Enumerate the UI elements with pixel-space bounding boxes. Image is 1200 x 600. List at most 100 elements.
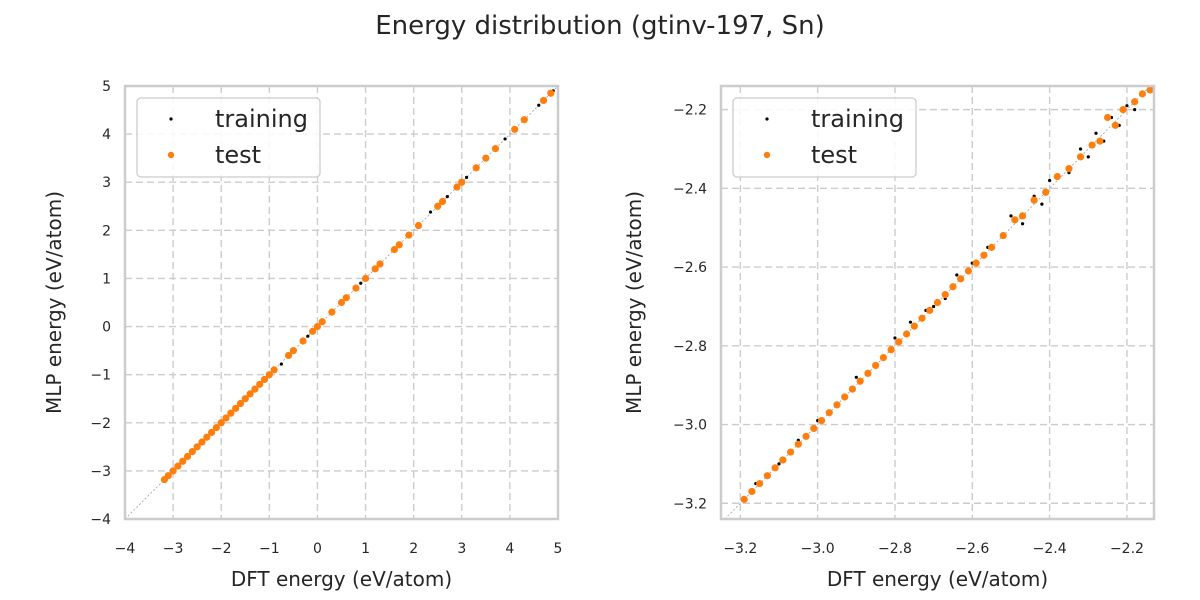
- y-tick-label: −2.4: [673, 181, 707, 197]
- test-point: [910, 322, 918, 330]
- test-point: [352, 284, 360, 292]
- training-point: [359, 281, 363, 285]
- test-point: [972, 259, 980, 267]
- test-point: [1131, 98, 1139, 106]
- x-tick-label: 2: [409, 541, 418, 557]
- test-point: [491, 144, 500, 153]
- training-point: [893, 336, 897, 340]
- test-point: [376, 260, 384, 268]
- test-point: [482, 154, 490, 162]
- test-point: [511, 125, 519, 133]
- test-point: [395, 241, 403, 249]
- test-point: [817, 416, 826, 425]
- x-tick-label: 0: [313, 541, 322, 557]
- test-point: [1104, 113, 1112, 122]
- training-point: [1020, 222, 1025, 226]
- y-tick-label: 3: [102, 175, 111, 191]
- test-point: [980, 251, 988, 259]
- x-tick-label: 5: [554, 541, 563, 557]
- test-point: [208, 428, 216, 436]
- x-tick-label: −2.8: [878, 541, 912, 557]
- test-point: [949, 283, 957, 291]
- test-point: [794, 440, 802, 448]
- test-point: [1030, 196, 1038, 204]
- points-layer: [740, 86, 1154, 503]
- test-point: [988, 243, 996, 251]
- x-tick-label: −2.6: [955, 541, 989, 557]
- y-axis-label: MLP energy (eV/atom): [42, 191, 66, 414]
- training-point: [464, 175, 469, 180]
- test-point: [918, 314, 926, 322]
- test-point: [342, 294, 350, 302]
- points-layer: [160, 89, 555, 484]
- test-point: [740, 495, 748, 503]
- test-point: [1011, 216, 1019, 224]
- y-tick-label: −1: [90, 368, 111, 384]
- test-point: [771, 464, 779, 472]
- training-point: [777, 462, 781, 466]
- training-point: [955, 273, 959, 277]
- test-point: [1111, 121, 1119, 129]
- test-point: [472, 164, 480, 172]
- test-point: [1119, 106, 1127, 114]
- test-point: [1065, 165, 1073, 173]
- y-tick-label: −2: [90, 416, 111, 432]
- test-point: [926, 306, 934, 314]
- y-tick-label: 2: [102, 223, 111, 239]
- training-point: [1094, 131, 1098, 135]
- training-point: [306, 334, 310, 338]
- training-point: [1040, 202, 1044, 206]
- test-point: [227, 409, 235, 417]
- test-point: [390, 245, 399, 254]
- y-tick-label: −3.0: [673, 418, 707, 434]
- y-tick-label: 4: [102, 127, 111, 143]
- test-point: [169, 467, 177, 475]
- x-tick-label: −4: [115, 541, 136, 557]
- test-point: [289, 347, 297, 355]
- test-point: [756, 479, 764, 488]
- test-point: [299, 337, 307, 345]
- legend-label-test: test: [215, 141, 261, 169]
- legend: training test: [732, 97, 917, 178]
- test-point: [217, 419, 225, 427]
- right-panel: −3.2 −3.0 −2.8 −2.6 −2.4 −2.2 −3.2 −3.0 −2.8 −2.6…: [622, 84, 1156, 591]
- test-point: [547, 89, 555, 97]
- y-tick-label: 0: [102, 320, 111, 336]
- test-point: [188, 448, 196, 456]
- training-point: [1048, 178, 1052, 183]
- test-point: [1096, 137, 1104, 145]
- test-point: [251, 385, 259, 393]
- test-point: [864, 369, 872, 377]
- test-point: [371, 265, 379, 273]
- x-tick-label: −3.0: [801, 541, 835, 557]
- test-point: [232, 404, 240, 412]
- test-point: [265, 371, 273, 379]
- test-point: [1042, 188, 1050, 196]
- x-tick-label: 3: [457, 541, 466, 557]
- training-point: [428, 210, 433, 214]
- plot-frame: [123, 84, 560, 521]
- x-tick-label: −3: [163, 541, 184, 557]
- test-point: [438, 197, 447, 206]
- y-tick-label: 5: [102, 79, 111, 95]
- test-point: [810, 424, 818, 433]
- left-panel: −4 −3 −2 −1 0 1 2 3 4 5 −4 −3 −2 −1 0 1 2 3 4 5 DFT energy (…: [42, 79, 562, 591]
- legend-box: [136, 97, 321, 178]
- test-point: [203, 433, 211, 441]
- test-point: [309, 327, 317, 335]
- test-point: [841, 393, 849, 401]
- test-point: [520, 116, 528, 124]
- test-point: [256, 380, 264, 388]
- training-point: [908, 320, 913, 324]
- test-point: [964, 267, 973, 275]
- training-legend-marker: [765, 117, 769, 121]
- test-legend-marker: [763, 151, 771, 159]
- test-point: [763, 472, 771, 480]
- training-point: [1125, 104, 1129, 108]
- legend-label-training: training: [215, 105, 308, 133]
- test-point: [539, 96, 548, 105]
- y-tick-label: −4: [90, 512, 111, 528]
- test-point: [236, 399, 245, 408]
- training-point: [537, 103, 541, 107]
